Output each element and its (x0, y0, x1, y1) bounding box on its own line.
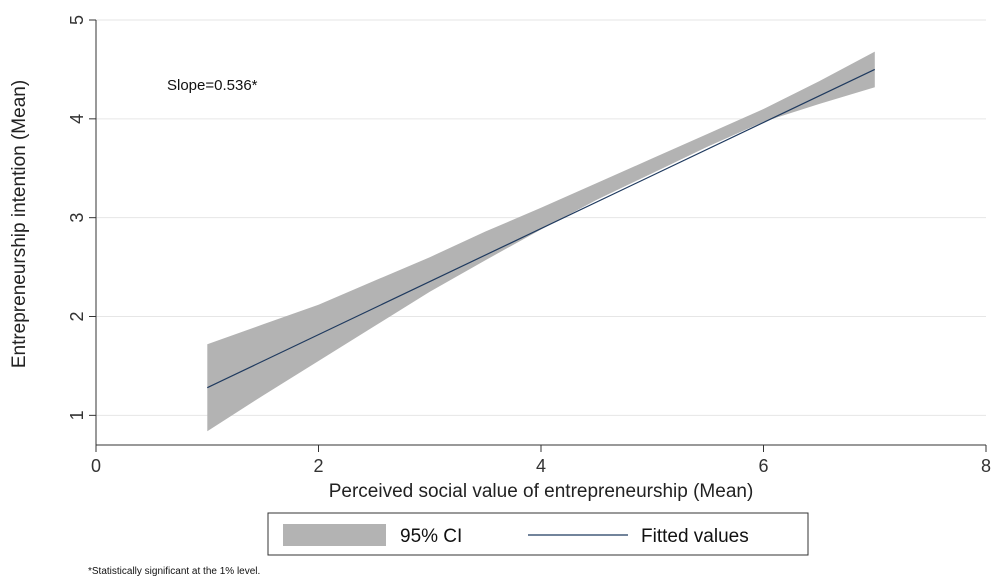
legend-label-fit: Fitted values (641, 526, 749, 547)
y-tick-label: 1 (67, 410, 87, 420)
x-tick-label: 8 (981, 456, 991, 476)
legend-label-ci: 95% CI (400, 526, 462, 547)
y-axis-title: Entrepreneurship intention (Mean) (9, 80, 30, 368)
y-tick-label: 3 (67, 213, 87, 223)
x-tick-label: 0 (91, 456, 101, 476)
y-tick-label: 2 (67, 312, 87, 322)
x-tick-label: 2 (313, 456, 323, 476)
x-axis-title: Perceived social value of entrepreneursh… (329, 481, 754, 502)
legend: 95% CI Fitted values (267, 512, 809, 556)
y-tick-label: 5 (67, 15, 87, 25)
slope-annotation: Slope=0.536* (167, 77, 258, 94)
x-ticks: 0 2 4 6 8 (91, 445, 991, 476)
x-tick-label: 4 (536, 456, 546, 476)
x-tick-label: 6 (758, 456, 768, 476)
footnote: *Statistically significant at the 1% lev… (88, 566, 260, 577)
legend-swatch-ci (283, 524, 386, 546)
confidence-band (207, 51, 875, 432)
y-ticks: 1 2 3 4 5 (67, 15, 96, 420)
fitted-line (206, 68, 876, 389)
y-tick-label: 4 (67, 114, 87, 124)
